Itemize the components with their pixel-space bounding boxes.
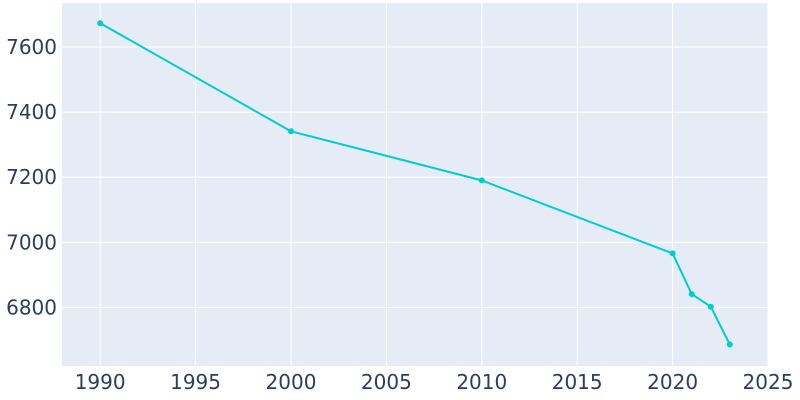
data-point-2000[interactable] bbox=[288, 128, 294, 135]
x-tick-label: 2000 bbox=[266, 370, 317, 394]
y-tick-label: 6800 bbox=[6, 295, 57, 319]
y-tick-label: 7600 bbox=[6, 35, 57, 59]
x-gridlines bbox=[99, 3, 769, 366]
x-tick-label: 2010 bbox=[456, 370, 507, 394]
y-axis-tick-labels: 6800 7000 7200 7400 7600 bbox=[6, 35, 57, 319]
series-layer bbox=[97, 20, 733, 348]
x-tick-label: 1990 bbox=[75, 370, 126, 394]
data-point-2010[interactable] bbox=[478, 177, 485, 184]
y-tick-label: 7200 bbox=[6, 165, 57, 189]
plot-area bbox=[62, 3, 768, 366]
data-point-2020[interactable] bbox=[669, 250, 676, 257]
x-axis-tick-labels: 1990 1995 2000 2005 2010 2015 2020 2025 bbox=[75, 370, 794, 394]
y-gridlines bbox=[62, 46, 768, 308]
data-point-1990[interactable] bbox=[97, 20, 104, 27]
data-point-2022[interactable] bbox=[707, 303, 714, 310]
x-tick-label: 2005 bbox=[361, 370, 412, 394]
x-tick-label: 2020 bbox=[647, 370, 698, 394]
y-tick-label: 7000 bbox=[6, 230, 57, 254]
x-tick-label: 1995 bbox=[170, 370, 221, 394]
data-point-2023[interactable] bbox=[726, 341, 733, 348]
x-tick-label: 2025 bbox=[743, 370, 794, 394]
y-tick-label: 7400 bbox=[6, 100, 57, 124]
data-point-2021[interactable] bbox=[688, 291, 695, 298]
x-tick-label: 2015 bbox=[552, 370, 603, 394]
